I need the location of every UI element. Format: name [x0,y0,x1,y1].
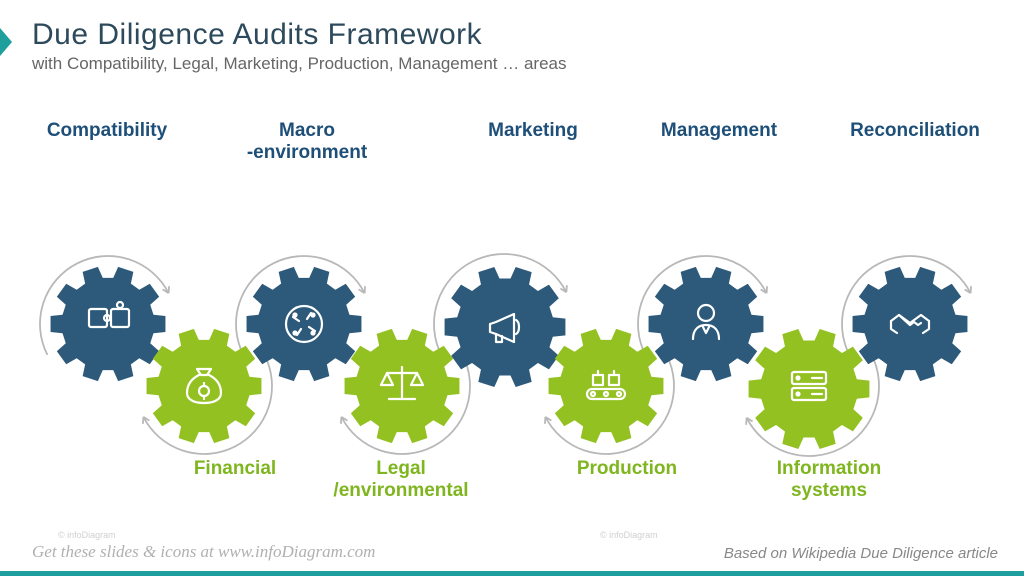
gear-management [648,266,764,382]
watermark: © infoDiagram [600,530,658,540]
gear-production [548,328,664,444]
footer-right: Based on Wikipedia Due Diligence article [724,545,998,562]
gear-legal [344,328,460,444]
gear-label-compatibility: Compatibility [32,120,182,142]
gear-label-legal: Legal /environmental [326,458,476,502]
watermark: © infoDiagram [58,530,116,540]
bottom-accent-line [0,571,1024,576]
page-subtitle: with Compatibility, Legal, Marketing, Pr… [32,54,567,74]
accent-bar [0,28,12,56]
header: Due Diligence Audits Framework with Comp… [32,18,567,74]
gear-label-management: Management [644,120,794,142]
gear-label-production: Production [552,458,702,480]
gear-label-infosys: Information systems [754,458,904,502]
gear-label-macro: Macro -environment [232,120,382,164]
gear-financial [146,328,262,444]
footer-left: Get these slides & icons at www.infoDiag… [32,542,375,562]
page-title: Due Diligence Audits Framework [32,18,567,52]
gear-label-recon: Reconciliation [840,120,990,142]
gear-diagram: Compatibility Financial Macro -environme… [0,110,1024,490]
gear-recon [852,266,968,382]
gear-label-marketing: Marketing [458,120,608,142]
gear-label-financial: Financial [160,458,310,480]
